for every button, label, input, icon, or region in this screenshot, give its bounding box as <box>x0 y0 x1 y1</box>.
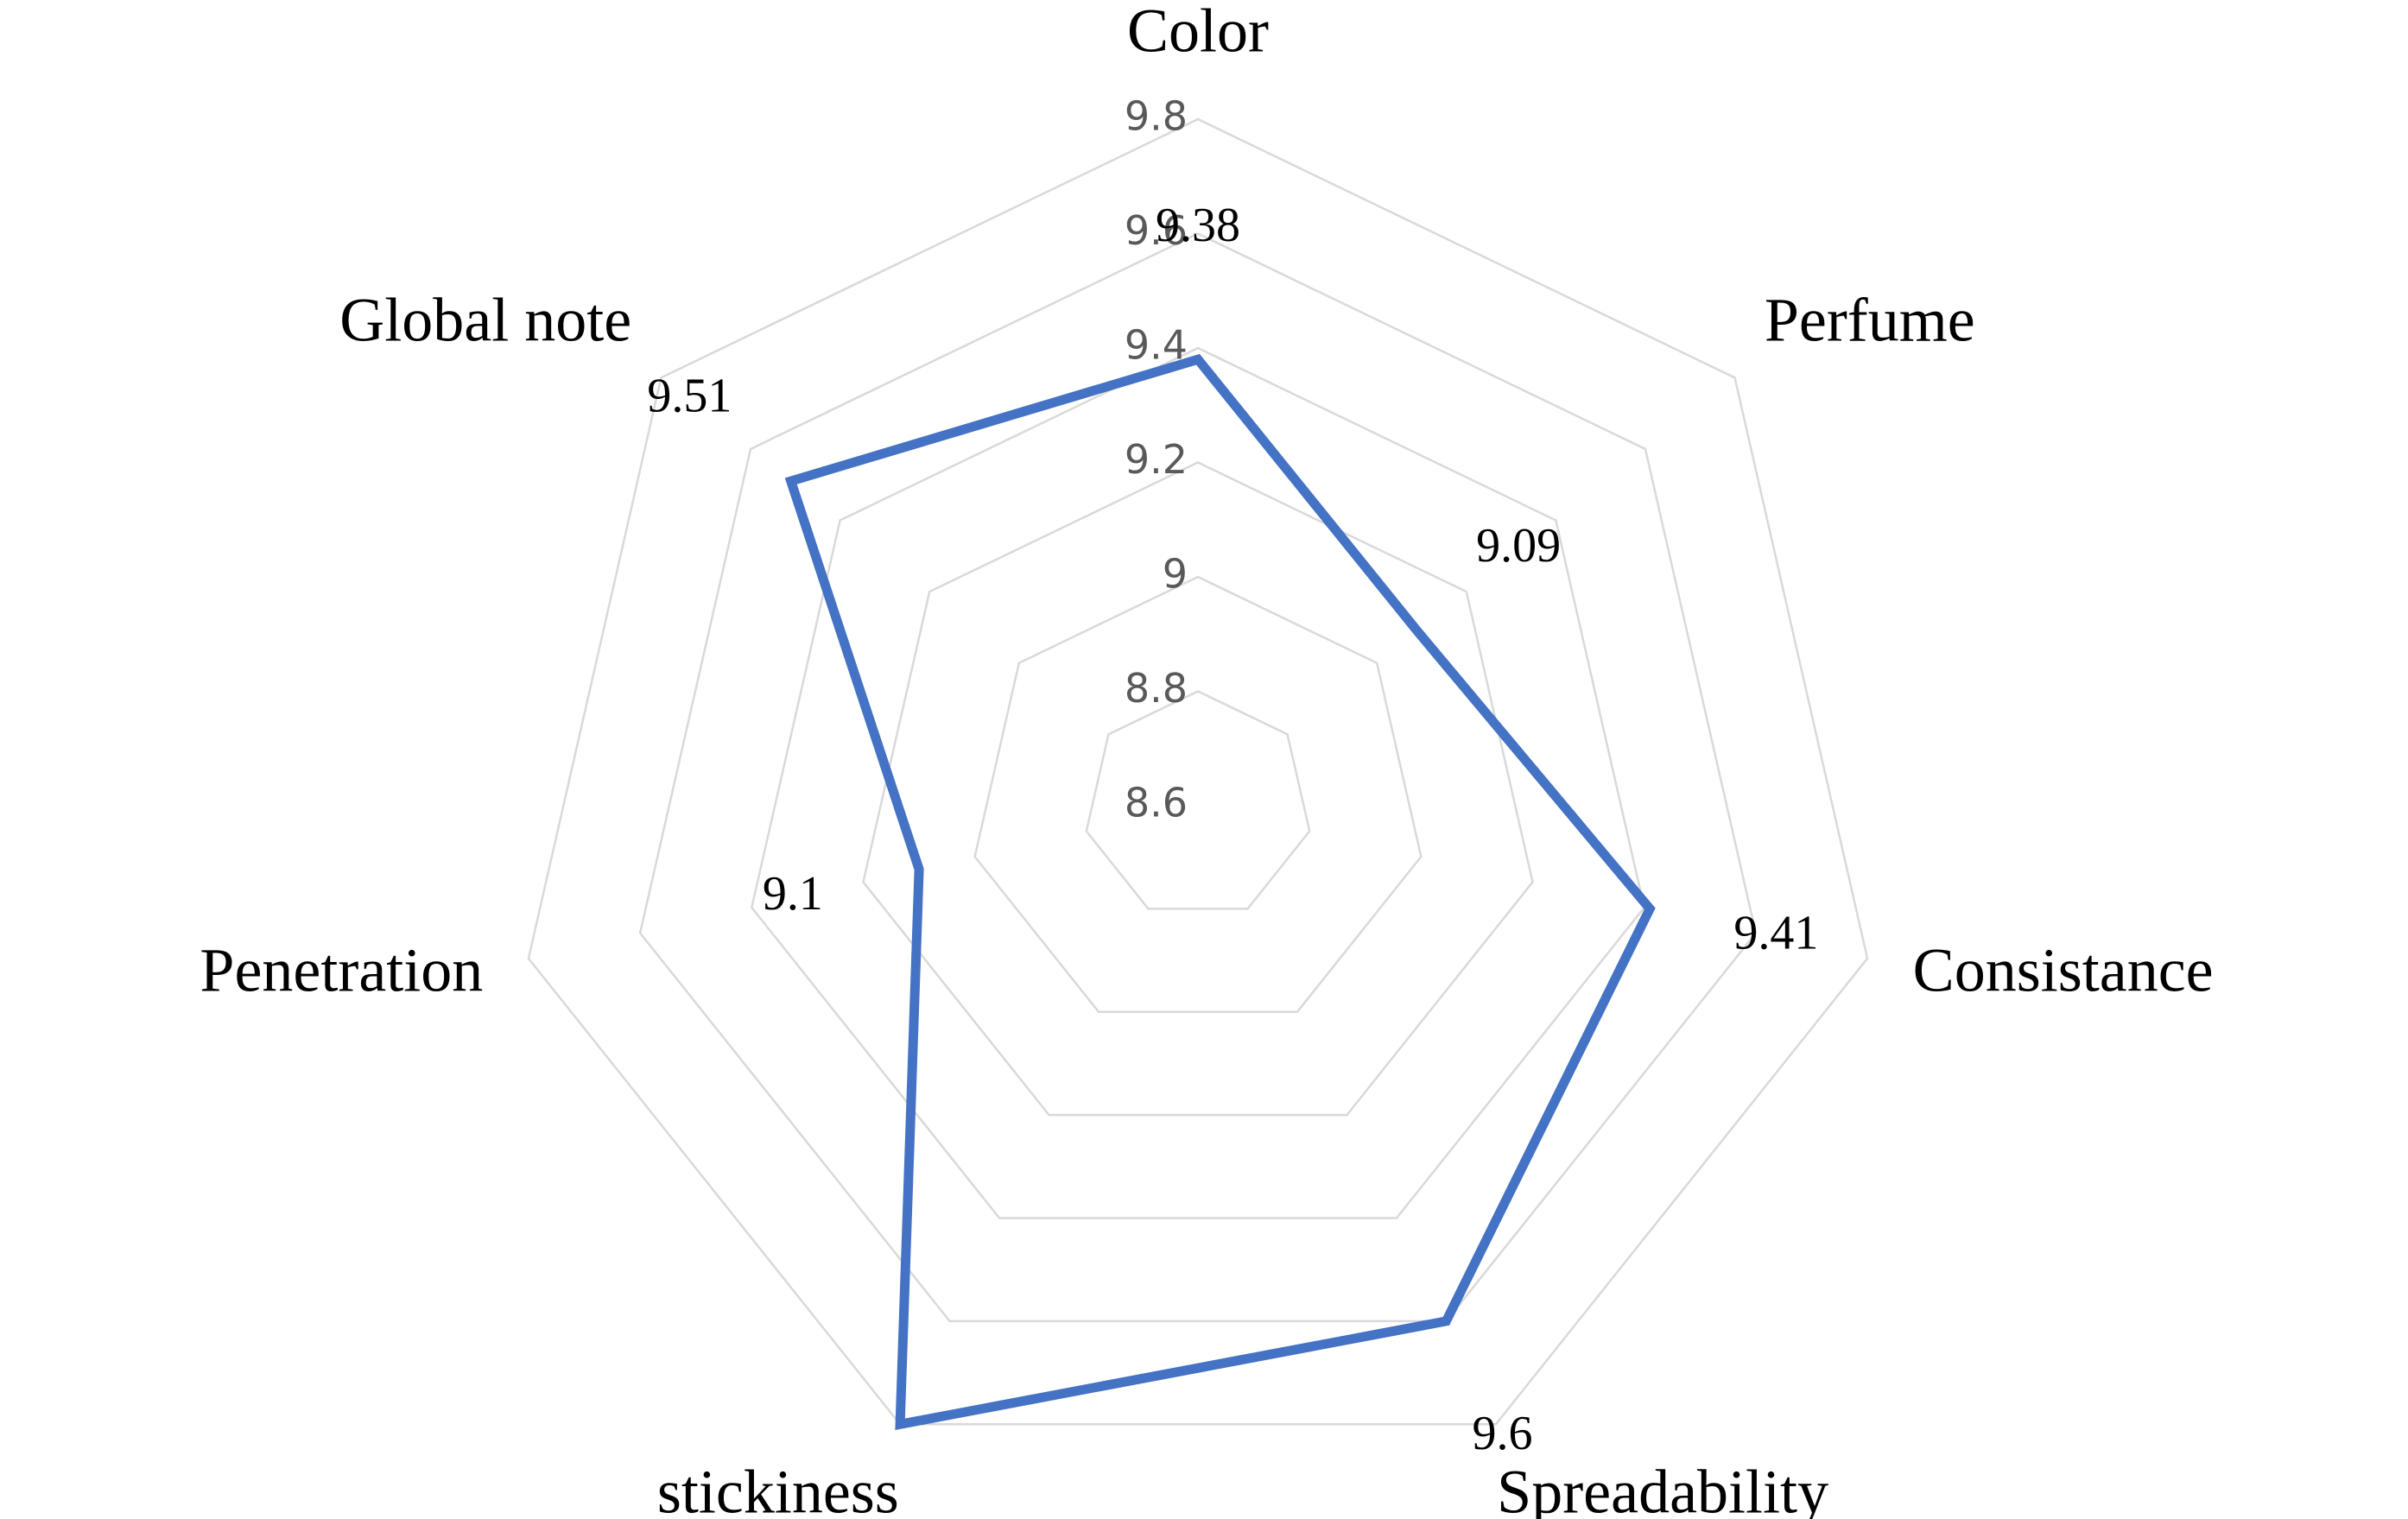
grid-ring <box>1085 690 1311 910</box>
data-label: 9.1 <box>763 867 823 921</box>
category-label: stickiness <box>657 1457 899 1519</box>
data-label: 9.8 <box>814 1510 874 1519</box>
series-line <box>784 353 1656 1430</box>
category-label: Spreadability <box>1497 1457 1828 1519</box>
data-label: 9.51 <box>647 369 732 422</box>
category-label: Perfume <box>1765 286 1975 355</box>
grid-ring <box>862 461 1534 1117</box>
category-label: Penetration <box>200 936 483 1005</box>
tick-label: 9.2 <box>1125 436 1188 483</box>
tick-label: 9.6 <box>1125 207 1188 254</box>
category-label: Color <box>1127 0 1269 66</box>
data-label: 9.38 <box>1156 199 1240 252</box>
grid-ring <box>527 117 1869 1426</box>
tick-label: 9 <box>1163 551 1188 598</box>
grid-ring <box>973 575 1423 1014</box>
category-label: Global note <box>339 286 631 355</box>
tick-label: 9.8 <box>1125 93 1188 140</box>
tick-label: 8.8 <box>1125 665 1188 712</box>
data-label: 9.41 <box>1733 907 1818 960</box>
data-label: 9.09 <box>1476 519 1561 573</box>
category-label: Consistance <box>1913 936 2214 1005</box>
tick-label: 8.6 <box>1125 780 1188 826</box>
grid-ring <box>638 232 1758 1323</box>
tick-label: 9.4 <box>1125 322 1188 369</box>
data-label: 9.6 <box>1473 1407 1533 1460</box>
